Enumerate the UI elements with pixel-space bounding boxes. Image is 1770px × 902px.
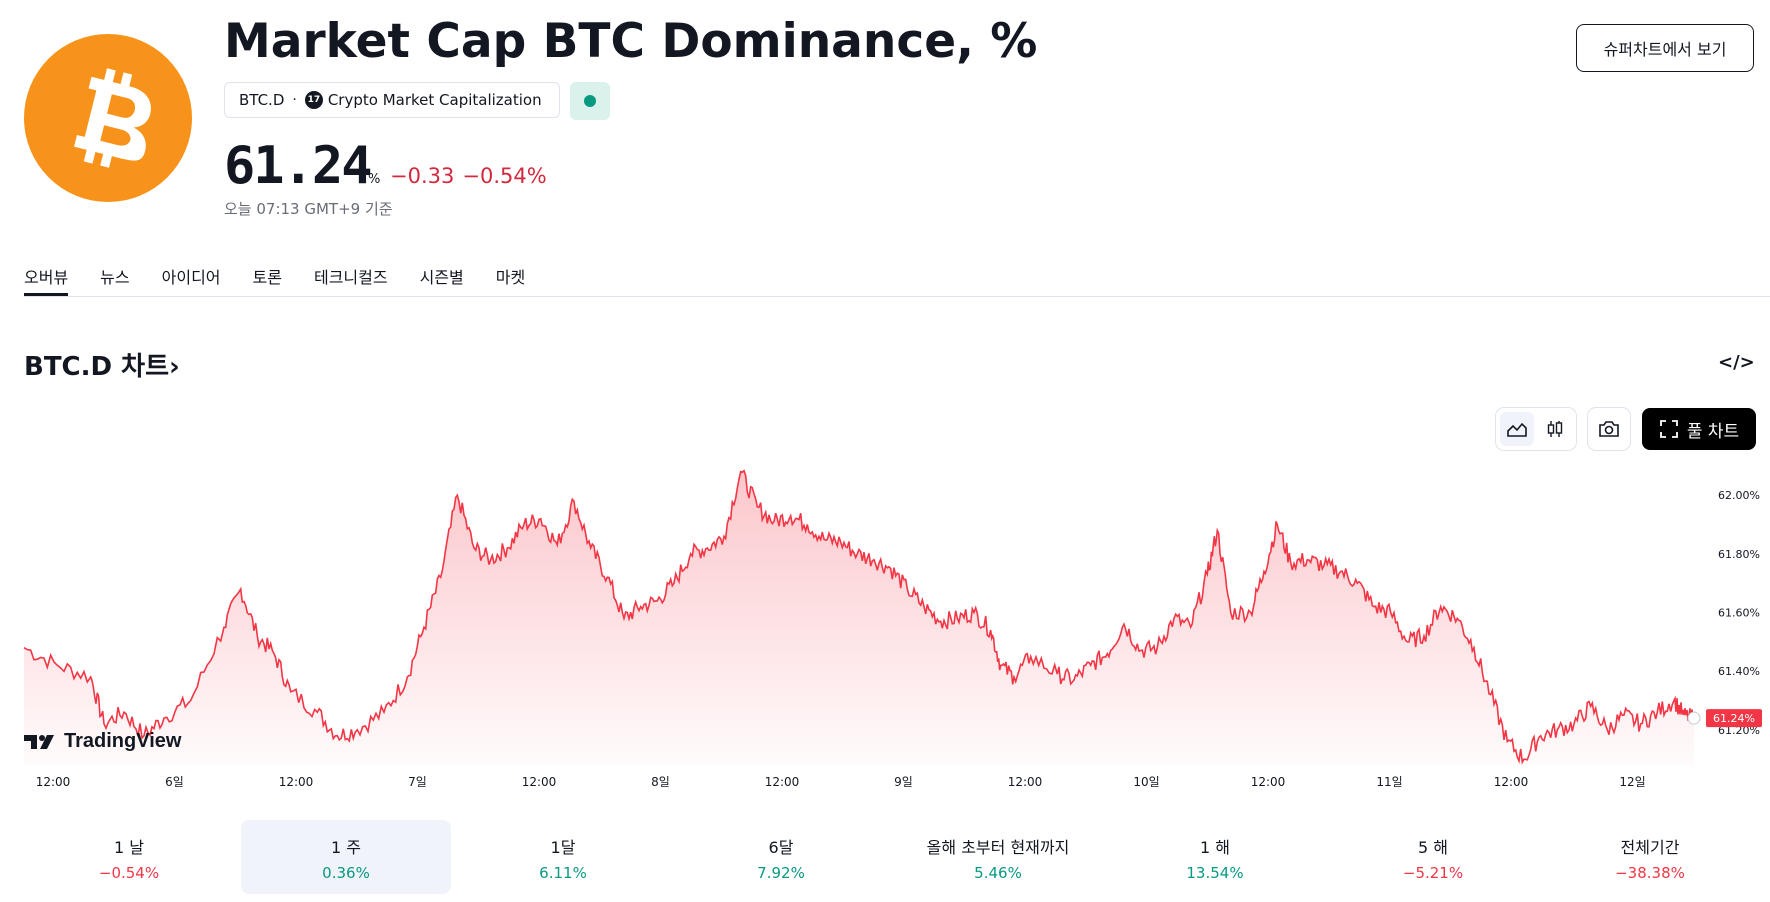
change-absolute: −0.33 [390,164,455,188]
watermark-text: TradingView [64,730,182,752]
tab-ideas[interactable]: 아이디어 [161,268,221,287]
series-line [23,469,1695,765]
period-button[interactable]: 1달 6.11% [458,820,668,894]
fullscreen-icon [1659,420,1678,438]
price-change: −0.33 −0.54% [390,164,555,188]
x-tick-label: 10일 [1133,775,1159,789]
y-tick-label: 61.80% [1718,548,1760,561]
period-change: −0.54% [98,864,160,882]
period-button[interactable]: 1 날 −0.54% [24,820,234,894]
period-change: −38.38% [1615,864,1685,882]
tab-news[interactable]: 뉴스 [100,268,130,287]
status-dot-icon [584,95,596,107]
tab-discussion[interactable]: 토론 [252,268,282,287]
period-button[interactable]: 1 주 0.36% [241,820,451,894]
period-change: 6.11% [539,864,587,882]
period-button[interactable]: 5 해 −5.21% [1328,820,1538,894]
page-title: Market Cap BTC Dominance, % [224,14,1038,69]
chart-type-toggle [1496,408,1576,450]
code-embed-icon[interactable]: </> [1718,352,1755,373]
last-value-tag [1706,709,1762,728]
period-change: 5.46% [974,864,1022,882]
period-change: 7.92% [757,864,805,882]
x-tick-label: 11일 [1376,775,1402,789]
full-chart-label: 풀 차트 [1686,421,1740,442]
change-percent: −0.54% [462,164,547,188]
period-label: 올해 초부터 현재까지 [926,838,1070,857]
area-chart-icon[interactable] [1500,412,1534,446]
tradingview-logo-icon [24,734,54,749]
y-tick-label: 61.40% [1718,665,1760,678]
x-tick-label: 12일 [1619,775,1645,789]
bitcoin-logo-icon [24,34,192,202]
chart-heading-text: BTC.D 차트 [24,352,169,382]
open-supercharts-button[interactable]: 슈퍼차트에서 보기 [1576,24,1754,72]
symbol-source: Crypto Market Capitalization [327,91,542,109]
last-price: 61.24 [224,136,373,196]
period-label: 6달 [768,838,794,857]
x-tick-label: 12:00 [1251,775,1286,789]
period-button[interactable]: 1 해 13.54% [1110,820,1320,894]
period-button[interactable]: 6달 7.92% [676,820,886,894]
camera-icon[interactable] [1588,408,1630,450]
full-chart-button[interactable]: 풀 차트 [1642,408,1756,450]
x-tick-label: 12:00 [1008,775,1043,789]
period-change: −5.21% [1402,864,1464,882]
period-label: 전체기간 [1620,838,1680,857]
x-tick-label: 7일 [408,775,427,789]
candlestick-chart-icon[interactable] [1538,412,1572,446]
y-tick-label: 61.60% [1718,607,1760,620]
symbol-chip[interactable]: BTC.D · 17 Crypto Market Capitalization [224,82,560,118]
x-tick-label: 12:00 [765,775,800,789]
tab-markets[interactable]: 마켓 [495,268,526,287]
y-tick-label: 62.00% [1718,489,1760,502]
chart-heading-link[interactable]: BTC.D 차트› [24,346,180,383]
x-tick-label: 12:00 [522,775,557,789]
x-tick-label: 12:00 [1494,775,1529,789]
period-change: 0.36% [322,864,370,882]
market-status-indicator[interactable] [570,82,610,120]
x-tick-label: 6일 [165,775,184,789]
x-tick-label: 9일 [894,775,913,789]
tab-overview[interactable]: 오버뷰 [24,258,69,296]
x-tick-label: 12:00 [279,775,314,789]
tradingview-logo-icon: 17 [304,91,323,109]
tab-seasonals[interactable]: 시즌별 [419,268,464,287]
period-label: 1달 [550,838,576,857]
last-point-marker [1687,711,1701,725]
x-tick-label: 8일 [651,775,670,789]
as-of-timestamp: 오늘 07:13 GMT+9 기준 [224,200,393,218]
period-label: 5 해 [1418,838,1448,857]
period-button[interactable]: 전체기간 −38.38% [1545,820,1755,894]
symbol-ticker: BTC.D [239,91,285,109]
last-value-label: 61.24% [1713,712,1755,725]
x-tick-label: 12:00 [36,775,71,789]
tab-technicals[interactable]: 테크니컬즈 [313,268,388,287]
price-unit: % [368,172,381,187]
period-button[interactable]: 올해 초부터 현재까지 5.46% [893,820,1103,894]
period-label: 1 주 [331,838,361,857]
period-change: 13.54% [1186,864,1244,882]
area-fill [24,470,1694,765]
period-label: 1 해 [1200,838,1230,857]
tradingview-watermark: TradingView [24,730,181,753]
tab-bar: 오버뷰 뉴스 아이디어 토론 테크니컬즈 시즌별 마켓 [24,258,1770,297]
period-label: 1 날 [114,838,144,857]
price-chart[interactable]: 62.00%61.80%61.60%61.40%61.20%61.24%12:0… [0,460,1770,805]
separator-dot: · [292,92,297,108]
chevron-right-icon: › [169,352,180,382]
period-performance-bar: 1 날 −0.54% 1 주 0.36% 1달 6.11% 6달 7.92% 올해 초부터 현재… [24,820,1756,894]
